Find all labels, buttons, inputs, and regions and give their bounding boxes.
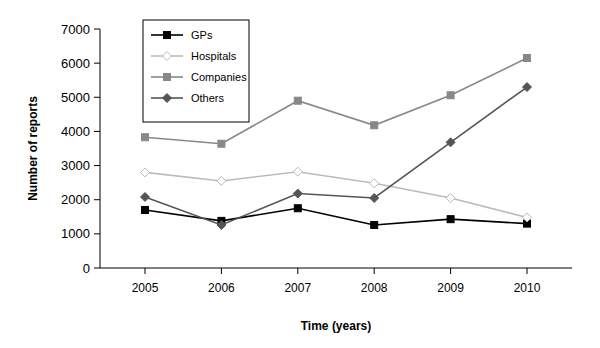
y-tick xyxy=(94,29,100,30)
x-tick-label: 2005 xyxy=(132,281,159,295)
y-axis xyxy=(100,29,101,268)
data-point xyxy=(370,194,379,203)
data-point xyxy=(141,192,150,201)
y-tick xyxy=(94,63,100,64)
legend-label: Hospitals xyxy=(191,50,237,62)
y-tick-label: 3000 xyxy=(61,158,90,173)
x-axis xyxy=(100,268,572,269)
series-line xyxy=(145,172,527,218)
x-tick-label: 2008 xyxy=(361,281,388,295)
data-point xyxy=(293,189,302,198)
y-tick-label: 1000 xyxy=(61,226,90,241)
legend-label: Others xyxy=(191,92,225,104)
y-tick xyxy=(94,131,100,132)
y-tick-label: 4000 xyxy=(61,124,90,139)
data-point xyxy=(524,55,531,62)
x-tick xyxy=(450,268,451,274)
data-point xyxy=(218,140,225,147)
y-tick xyxy=(94,165,100,166)
y-tick xyxy=(94,199,100,200)
series-line xyxy=(145,208,527,225)
x-axis-label: Time (years) xyxy=(301,319,371,333)
x-tick xyxy=(527,268,528,274)
data-point xyxy=(446,194,455,203)
y-tick xyxy=(94,233,100,234)
data-point xyxy=(523,213,532,222)
y-tick-label: 6000 xyxy=(61,56,90,71)
y-tick xyxy=(94,97,100,98)
data-point xyxy=(446,138,455,147)
legend-marker xyxy=(164,74,171,81)
y-tick-label: 0 xyxy=(83,261,90,276)
data-point xyxy=(371,122,378,129)
data-point xyxy=(142,134,149,141)
y-tick-label: 5000 xyxy=(61,90,90,105)
legend-marker xyxy=(164,32,171,39)
data-point xyxy=(293,167,302,176)
chart: 0 1000 2000 3000 4000 5000 6000 7000 2005 2006 200… xyxy=(0,0,600,348)
data-point xyxy=(447,216,454,223)
y-tick-label: 7000 xyxy=(61,22,90,37)
data-point xyxy=(217,176,226,185)
data-point xyxy=(294,97,301,104)
y-tick xyxy=(94,268,100,269)
legend-marker xyxy=(163,52,172,61)
x-tick-label: 2007 xyxy=(284,281,311,295)
x-tick-label: 2006 xyxy=(208,281,235,295)
y-tick-label: 2000 xyxy=(61,192,90,207)
x-tick xyxy=(221,268,222,274)
x-tick xyxy=(297,268,298,274)
data-point xyxy=(141,168,150,177)
data-point xyxy=(523,83,532,92)
legend-marker xyxy=(163,94,172,103)
data-point xyxy=(217,220,226,229)
series-line xyxy=(145,58,527,144)
data-point xyxy=(294,205,301,212)
data-point xyxy=(142,206,149,213)
plot-marks xyxy=(141,55,532,230)
legend-label: GPs xyxy=(191,29,213,41)
data-point xyxy=(371,221,378,228)
x-tick xyxy=(145,268,146,274)
x-tick-label: 2010 xyxy=(514,281,541,295)
legend-label: Companies xyxy=(191,71,247,83)
x-tick xyxy=(374,268,375,274)
data-point xyxy=(370,179,379,188)
y-axis-label: Number of reports xyxy=(26,96,40,201)
x-tick-label: 2009 xyxy=(437,281,464,295)
legend-box xyxy=(143,20,249,122)
data-point xyxy=(447,92,454,99)
legend: GPs Hospitals Companies Others xyxy=(143,20,249,122)
